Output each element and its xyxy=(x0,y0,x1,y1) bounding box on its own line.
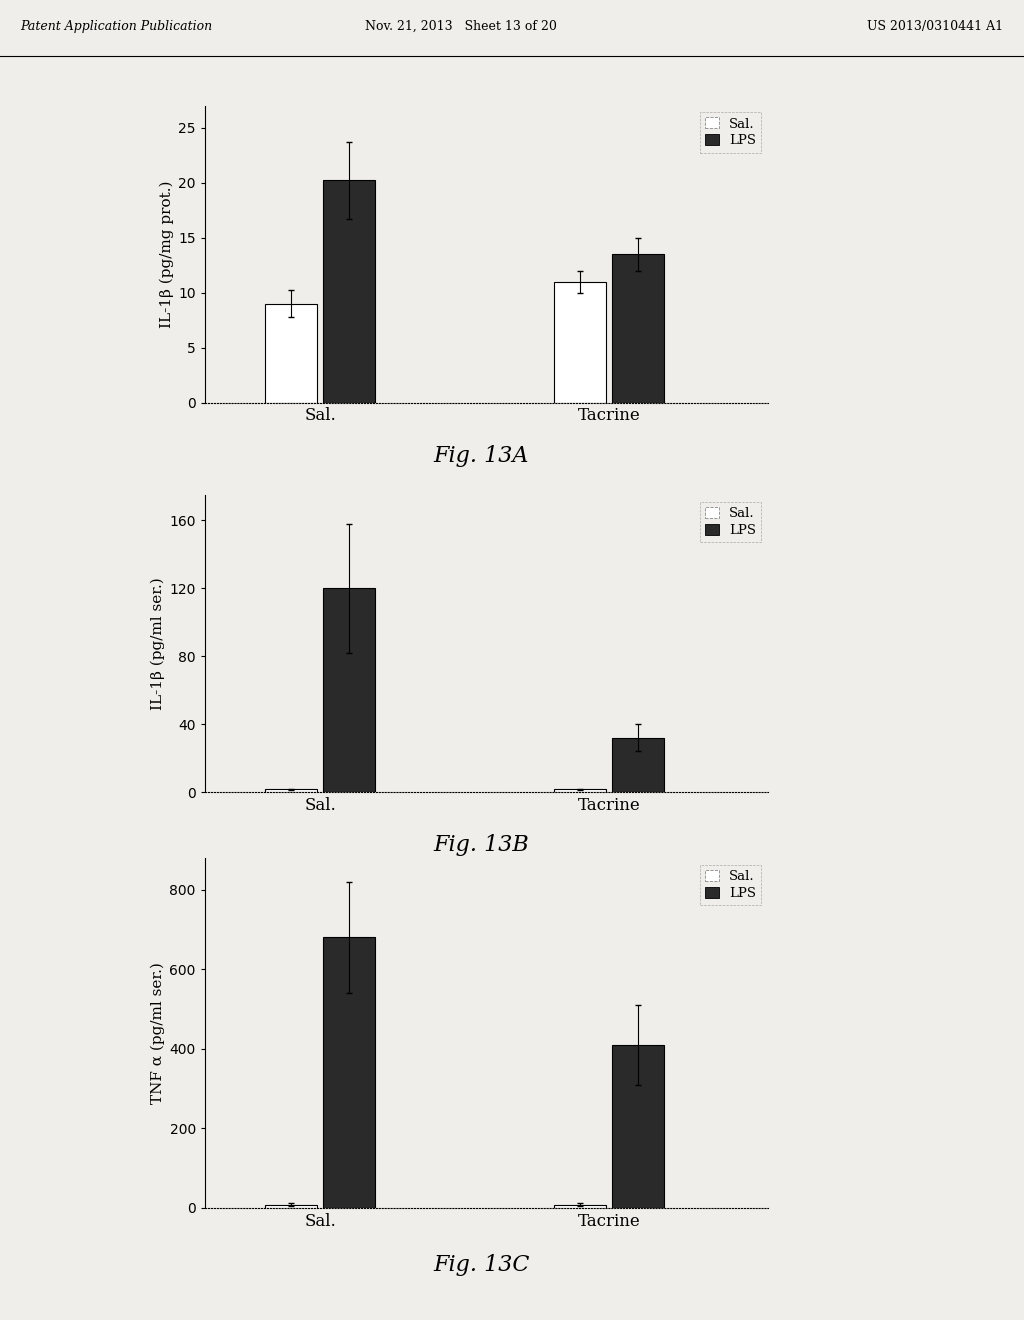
Legend: Sal., LPS: Sal., LPS xyxy=(700,112,762,153)
Legend: Sal., LPS: Sal., LPS xyxy=(700,865,762,906)
Text: US 2013/0310441 A1: US 2013/0310441 A1 xyxy=(867,20,1004,33)
Bar xyxy=(554,1205,606,1208)
Text: Nov. 21, 2013   Sheet 13 of 20: Nov. 21, 2013 Sheet 13 of 20 xyxy=(365,20,557,33)
Y-axis label: IL-1β (pg/ml ser.): IL-1β (pg/ml ser.) xyxy=(151,577,165,710)
Bar xyxy=(265,1205,317,1208)
Text: Fig. 13C: Fig. 13C xyxy=(433,1254,529,1276)
Bar xyxy=(612,1045,664,1208)
Bar xyxy=(554,281,606,403)
Bar xyxy=(612,255,664,403)
Bar xyxy=(324,181,375,403)
Bar xyxy=(612,738,664,792)
Bar xyxy=(265,304,317,403)
Bar xyxy=(554,789,606,792)
Y-axis label: TNF α (pg/ml ser.): TNF α (pg/ml ser.) xyxy=(151,962,165,1104)
Legend: Sal., LPS: Sal., LPS xyxy=(700,502,762,543)
Bar xyxy=(324,589,375,792)
Text: Fig. 13A: Fig. 13A xyxy=(433,445,529,467)
Y-axis label: IL-1β (pg/mg prot.): IL-1β (pg/mg prot.) xyxy=(160,181,174,327)
Bar xyxy=(324,937,375,1208)
Text: Fig. 13B: Fig. 13B xyxy=(433,834,529,857)
Text: Patent Application Publication: Patent Application Publication xyxy=(20,20,213,33)
Bar xyxy=(265,789,317,792)
